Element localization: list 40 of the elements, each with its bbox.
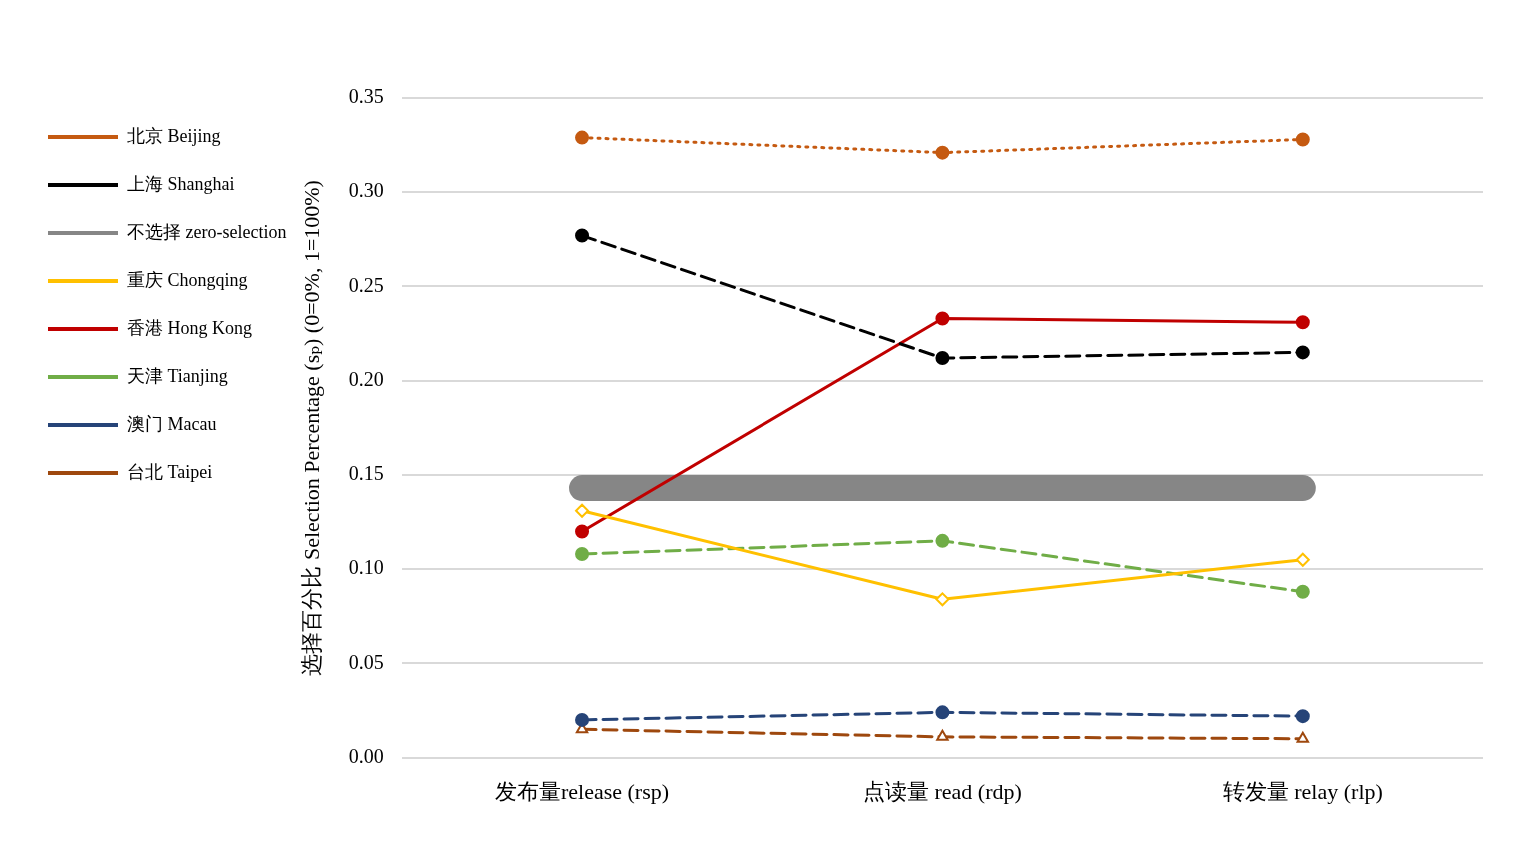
legend-label: 澳门 Macau	[127, 413, 217, 434]
point	[935, 311, 950, 326]
x-tick-label: 点读量 read (rdp)	[863, 778, 1022, 804]
y-tick-label: 0.30	[348, 179, 384, 202]
point	[1295, 552, 1310, 567]
point	[1296, 731, 1309, 743]
legend-label: 北京 Beijing	[127, 125, 221, 146]
point	[936, 729, 949, 741]
y-tick-label: 0.00	[348, 744, 384, 767]
legend-label: 台北 Taipei	[127, 461, 213, 482]
point	[935, 533, 950, 548]
point	[935, 705, 950, 720]
point	[1295, 709, 1310, 724]
legend-label: 香港 Hong Kong	[127, 317, 252, 338]
y-tick-label: 0.20	[348, 367, 384, 390]
legend-label: 不选择 zero-selection	[127, 221, 287, 242]
point	[575, 547, 590, 562]
point	[935, 592, 950, 607]
x-tick-label: 转发量 relay (rlp)	[1222, 778, 1383, 804]
legend-label: 天津 Tianjing	[127, 365, 228, 386]
point	[1295, 584, 1310, 599]
point	[575, 712, 590, 727]
x-tick-label: 发布量release (rsp)	[494, 778, 670, 804]
point	[1295, 345, 1310, 360]
point	[1295, 315, 1310, 330]
point	[575, 524, 590, 539]
point	[1295, 132, 1310, 147]
point	[575, 130, 590, 145]
y-tick-label: 0.15	[348, 462, 384, 485]
y-tick-label: 0.10	[348, 556, 384, 579]
y-tick-label: 0.05	[348, 650, 384, 673]
y-tick-label: 0.35	[348, 85, 384, 108]
point	[575, 228, 590, 243]
point	[935, 145, 950, 160]
y-tick-label: 0.25	[348, 273, 384, 296]
point	[935, 351, 950, 366]
point	[575, 503, 590, 518]
y-axis-title: 选择百分比 Selection Percentage (sₚ) (0=0%, 1=100%)	[299, 180, 325, 676]
legend-label: 上海 Shanghai	[127, 173, 235, 194]
legend-label: 重庆 Chongqing	[127, 269, 248, 290]
